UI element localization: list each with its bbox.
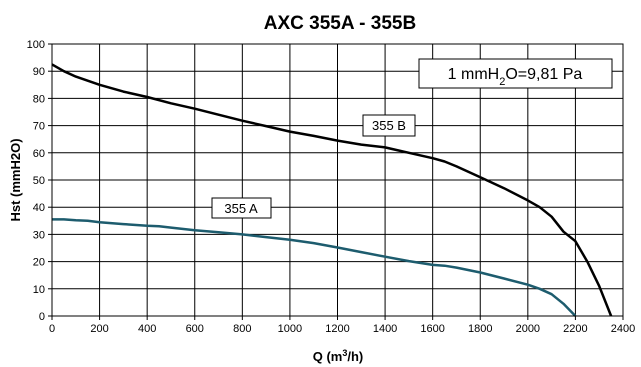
- x-axis-label: Q (m3/h): [313, 348, 364, 364]
- x-tick-label: 1400: [373, 323, 397, 335]
- series-label-355b: 355 B: [362, 114, 416, 137]
- series-label-355a: 355 A: [211, 197, 272, 219]
- x-tick-label: 0: [49, 323, 55, 335]
- x-tick-label: 1600: [420, 323, 444, 335]
- unit-note-box: 1 mmH2O=9,81 Pa: [418, 58, 613, 89]
- x-tick-label: 2400: [611, 323, 635, 335]
- x-tick-label: 200: [90, 323, 108, 335]
- x-tick-label: 2200: [563, 323, 587, 335]
- y-tick-label: 90: [33, 66, 45, 78]
- y-tick-label: 50: [33, 175, 45, 187]
- x-tick-label: 2000: [516, 323, 540, 335]
- y-tick-label: 10: [33, 284, 45, 296]
- series-label-355b-text: 355 B: [372, 118, 406, 133]
- y-tick-label: 40: [33, 202, 45, 214]
- plot-area-border: [51, 43, 624, 317]
- y-tick-label: 30: [33, 229, 45, 241]
- x-tick-label: 600: [186, 323, 204, 335]
- x-tick-label: 400: [138, 323, 156, 335]
- series-line-355b: [51, 63, 613, 317]
- chart-title: AXC 355A - 355B: [264, 13, 416, 34]
- y-tick-label: 80: [33, 93, 45, 105]
- y-tick-label: 60: [33, 148, 45, 160]
- y-tick-label: 70: [33, 121, 45, 133]
- y-tick-label: 100: [27, 39, 45, 51]
- series-lines: [51, 63, 613, 317]
- x-tick-label: 1000: [278, 323, 302, 335]
- x-tick-label: 1200: [325, 323, 349, 335]
- x-tick-label: 800: [233, 323, 251, 335]
- series-label-355a-text: 355 A: [224, 201, 258, 216]
- series-line-355a: [52, 218, 577, 317]
- y-tick-label: 0: [39, 311, 45, 323]
- y-axis-label: Hst (mmH2O): [8, 138, 23, 221]
- x-tick-label: 1800: [468, 323, 492, 335]
- tick-labels: 0 200 400 600 800 1000 1200 1400 1600 1800 2000 220…: [27, 39, 636, 335]
- unit-note: 1 mmH2O=9,81 Pa: [448, 66, 583, 88]
- y-tick-label: 20: [33, 257, 45, 269]
